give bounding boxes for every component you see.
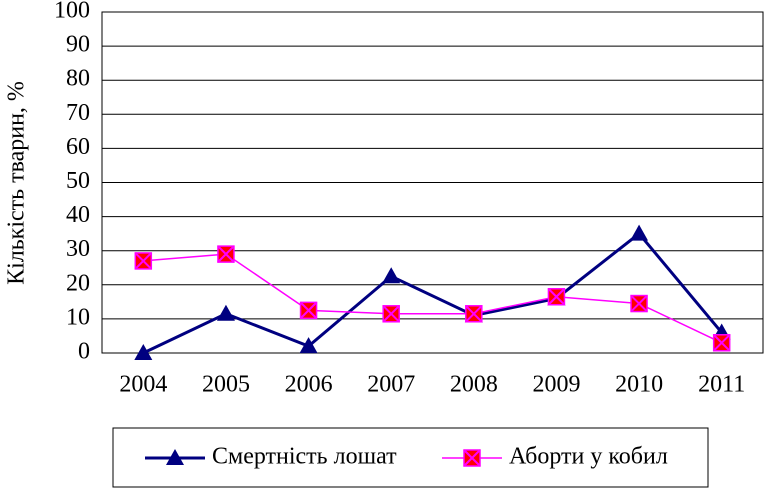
x-tick-label: 2004 [119,372,167,398]
x-tick-label: 2007 [367,372,415,398]
legend-marker [166,449,184,465]
y-tick-label: 40 [66,202,90,228]
series-line [142,231,723,355]
series-line [143,253,723,344]
y-tick-label: 10 [66,304,90,330]
y-tick-label: 90 [66,32,90,58]
y-tick-label: 100 [54,0,90,24]
legend-label: Смертність лошат [212,444,397,470]
legend-marker [463,449,481,467]
data-point [216,304,235,321]
y-tick-label: 50 [66,168,90,194]
x-tick-label: 2010 [615,372,663,398]
data-point [299,337,318,354]
y-tick-label: 80 [66,66,90,92]
legend-box [112,427,709,488]
x-tick-label: 2006 [285,372,333,398]
data-point [630,224,649,241]
data-point [382,267,401,284]
data-point [630,294,648,313]
y-tick-label: 0 [78,339,90,365]
plot-border [101,11,764,354]
data-point [299,301,318,320]
data-point [547,287,566,306]
y-tick-label: 20 [66,270,90,296]
x-tick-label: 2009 [532,372,580,398]
data-point [712,334,731,352]
data-point [134,344,153,360]
y-tick-label: 60 [66,134,90,160]
y-tick-label: 70 [66,100,90,126]
y-tick-label: 30 [66,236,90,262]
y-axis-label: Кількість тварин, % [4,81,30,285]
x-tick-label: 2008 [450,372,498,398]
data-point [382,305,400,323]
data-point [217,245,235,263]
legend-label: Аборти у кобил [509,444,668,470]
x-tick-label: 2005 [202,372,250,398]
data-point [134,252,153,270]
x-tick-label: 2011 [698,372,745,398]
data-point [465,305,483,323]
